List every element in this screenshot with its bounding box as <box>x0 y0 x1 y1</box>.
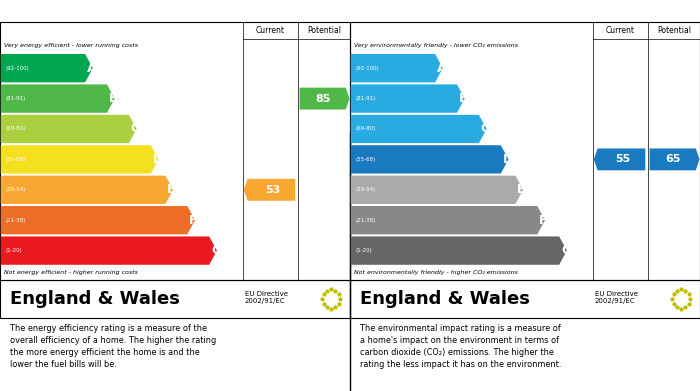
Text: Current: Current <box>606 26 635 35</box>
Text: (81-91): (81-91) <box>6 96 25 101</box>
Text: C: C <box>131 122 140 135</box>
Text: Very environmentally friendly - lower CO₂ emissions: Very environmentally friendly - lower CO… <box>354 43 517 48</box>
Polygon shape <box>1 206 195 234</box>
Polygon shape <box>351 84 465 113</box>
Text: Current: Current <box>256 26 285 35</box>
Polygon shape <box>1 237 217 265</box>
Polygon shape <box>1 145 158 174</box>
Text: 85: 85 <box>315 93 330 104</box>
Text: Energy Efficiency Rating: Energy Efficiency Rating <box>8 5 181 18</box>
Text: (21-38): (21-38) <box>355 218 375 223</box>
Text: E: E <box>517 183 526 196</box>
Text: A: A <box>87 62 97 75</box>
Text: (39-54): (39-54) <box>355 187 375 192</box>
Text: Not energy efficient - higher running costs: Not energy efficient - higher running co… <box>4 271 137 275</box>
Text: (55-68): (55-68) <box>6 157 25 162</box>
Text: (69-80): (69-80) <box>6 126 25 131</box>
Text: EU Directive
2002/91/EC: EU Directive 2002/91/EC <box>245 291 288 303</box>
Text: Very energy efficient - lower running costs: Very energy efficient - lower running co… <box>4 43 137 48</box>
Text: A: A <box>437 62 447 75</box>
Text: Not environmentally friendly - higher CO₂ emissions: Not environmentally friendly - higher CO… <box>354 271 517 275</box>
Text: B: B <box>458 92 468 105</box>
Text: (92-100): (92-100) <box>355 66 379 71</box>
Polygon shape <box>351 176 523 204</box>
Polygon shape <box>650 149 699 170</box>
Text: (92-100): (92-100) <box>6 66 29 71</box>
Polygon shape <box>351 237 567 265</box>
Text: (1-20): (1-20) <box>355 248 372 253</box>
Text: G: G <box>561 244 571 257</box>
Text: 65: 65 <box>665 154 680 164</box>
Text: F: F <box>189 214 197 227</box>
Text: (21-38): (21-38) <box>6 218 25 223</box>
Text: F: F <box>539 214 547 227</box>
Polygon shape <box>351 206 545 234</box>
Text: G: G <box>211 244 221 257</box>
Text: (81-91): (81-91) <box>355 96 375 101</box>
Polygon shape <box>351 145 508 174</box>
Text: (55-68): (55-68) <box>355 157 375 162</box>
Polygon shape <box>1 176 173 204</box>
Text: Environmental Impact (CO₂) Rating: Environmental Impact (CO₂) Rating <box>358 5 606 18</box>
Polygon shape <box>594 149 645 170</box>
Polygon shape <box>351 115 486 143</box>
Text: The energy efficiency rating is a measure of the
overall efficiency of a home. T: The energy efficiency rating is a measur… <box>10 324 217 369</box>
Polygon shape <box>300 88 349 109</box>
Text: B: B <box>108 92 118 105</box>
Text: (1-20): (1-20) <box>6 248 22 253</box>
Text: D: D <box>503 153 513 166</box>
Polygon shape <box>1 115 136 143</box>
Text: C: C <box>481 122 490 135</box>
Polygon shape <box>351 54 443 83</box>
Text: Potential: Potential <box>657 26 691 35</box>
Text: Potential: Potential <box>307 26 341 35</box>
Polygon shape <box>244 179 295 201</box>
Text: D: D <box>153 153 163 166</box>
Text: (39-54): (39-54) <box>6 187 25 192</box>
Text: (69-80): (69-80) <box>355 126 375 131</box>
Text: E: E <box>167 183 176 196</box>
Text: The environmental impact rating is a measure of
a home's impact on the environme: The environmental impact rating is a mea… <box>360 324 562 369</box>
Text: England & Wales: England & Wales <box>10 290 181 308</box>
Text: England & Wales: England & Wales <box>360 290 531 308</box>
Polygon shape <box>1 54 93 83</box>
Polygon shape <box>1 84 115 113</box>
Text: 53: 53 <box>265 185 280 195</box>
Text: EU Directive
2002/91/EC: EU Directive 2002/91/EC <box>595 291 638 303</box>
Text: 55: 55 <box>615 154 630 164</box>
